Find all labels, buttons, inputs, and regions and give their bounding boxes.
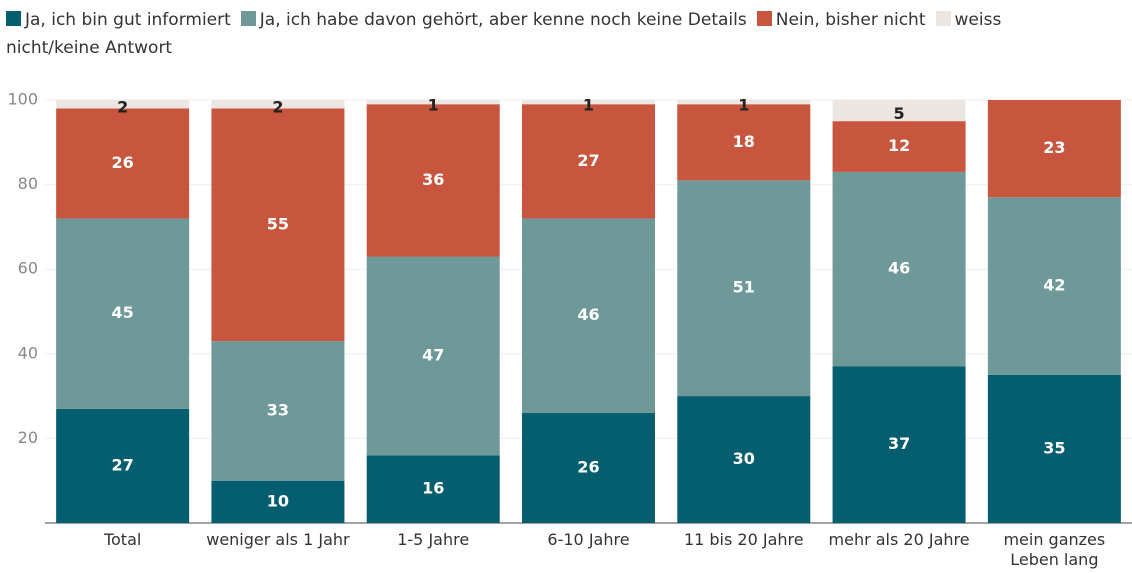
bar-segment [987,100,1121,198]
x-tick-label: 1-5 Jahre [397,530,470,549]
x-tick-label: 6-10 Jahre [547,530,630,549]
data-label: 1 [738,96,749,115]
x-tick-label: weniger als 1 Jahr [206,530,350,549]
bar-segment [211,480,345,523]
legend-label: Ja, ich habe davon gehört, aber kenne no… [259,10,747,30]
x-tick-label: mein ganzes Leben lang [1003,530,1106,569]
bar-segment [56,408,190,523]
data-label: 2 [117,98,128,117]
data-label: 1 [583,96,594,115]
y-tick-label: 100 [7,90,38,109]
data-label: 46 [888,259,910,278]
bar-segment [366,455,500,523]
data-label: 33 [267,400,289,419]
data-label: 5 [894,104,905,123]
data-label: 10 [267,491,289,510]
legend-swatch [6,11,21,26]
bar-segment [56,100,190,109]
bar-segment [211,341,345,481]
data-label: 45 [112,303,134,322]
bar-segment [832,171,966,367]
bar-segment [366,104,500,257]
legend-label: weiss nicht/keine Antwort [6,10,1002,58]
data-label: 2 [272,98,283,117]
legend-item: Ja, ich bin gut informiert [6,10,231,30]
bar-segment [677,396,811,523]
data-label: 42 [1043,276,1065,295]
bar-segment [677,104,811,181]
legend: Ja, ich bin gut informiert Ja, ich habe d… [6,6,1086,62]
bar-segment [366,100,500,105]
data-label: 18 [733,132,755,151]
data-label: 16 [422,479,444,498]
bar-segment [522,218,655,414]
bar-segment [677,100,811,105]
bar-segment [522,104,655,219]
x-tick-label: mehr als 20 Jahre [828,530,970,549]
data-label: 36 [422,170,444,189]
legend-item: weiss nicht/keine Antwort [6,10,1001,58]
data-label: 27 [577,151,599,170]
legend-swatch [240,11,256,26]
legend-item: Nein, bisher nicht [756,10,926,30]
y-tick-label: 80 [18,174,38,193]
data-label: 46 [577,305,599,324]
data-label: 47 [422,345,444,364]
bar-segment [366,256,500,456]
data-label: 51 [733,278,755,297]
y-tick-label: 20 [18,428,38,447]
data-label: 1 [428,96,439,115]
data-label: 35 [1043,438,1065,457]
y-tick-label: 40 [18,343,38,362]
data-label: 23 [1043,138,1065,157]
bar-segment [832,121,966,172]
data-label: 55 [267,214,289,233]
data-label: 30 [733,449,755,468]
bar-segment [56,218,190,409]
bar-segment [832,366,966,523]
legend-label: Ja, ich bin gut informiert [25,10,231,30]
bar-segment [832,100,966,122]
bar-segment [677,180,811,397]
x-tick-label: Total [103,530,142,549]
data-label: 27 [112,455,134,474]
bar-segment [211,100,345,109]
legend-label: Nein, bisher nicht [775,10,926,30]
bar-segment [211,108,345,342]
legend-swatch [935,11,951,26]
x-tick-label: 11 bis 20 Jahre [683,530,804,549]
bar-segment [56,108,190,219]
data-label: 12 [888,136,910,155]
legend-item: Ja, ich habe davon gehört, aber kenne no… [240,10,747,30]
bar-segment [522,100,655,105]
data-label: 37 [888,434,910,453]
bar-segment [987,197,1121,375]
y-tick-label: 60 [18,259,38,278]
legend-swatch [756,11,772,26]
data-label: 26 [577,458,599,477]
bar-segment [987,374,1121,523]
data-label: 26 [112,153,134,172]
bar-segment [522,413,655,523]
